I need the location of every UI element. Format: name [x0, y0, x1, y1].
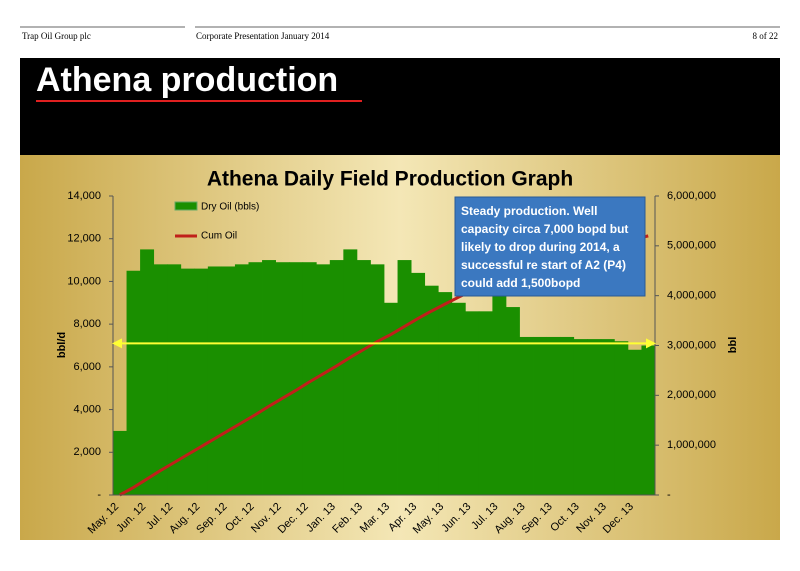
bar — [478, 311, 493, 495]
bar — [627, 349, 642, 495]
bar — [641, 345, 656, 495]
bar — [329, 260, 344, 495]
bar — [424, 285, 439, 495]
annotation-text: capacity circa 7,000 bopd but — [461, 222, 628, 236]
bar — [587, 339, 602, 495]
y-tick-label: 8,000 — [73, 318, 101, 330]
y2-tick-label: 5,000,000 — [667, 240, 716, 252]
bar — [194, 268, 209, 495]
annotation-text: successful re start of A2 (P4) — [461, 258, 626, 272]
bar — [384, 302, 398, 495]
bar — [356, 260, 371, 495]
annotation-box — [454, 196, 646, 297]
bar — [614, 341, 629, 495]
bar — [180, 268, 195, 495]
bar — [343, 249, 358, 495]
legend-label: Dry Oil (bbls) — [201, 202, 259, 213]
bar — [153, 264, 168, 495]
y2-tick-label: 3,000,000 — [667, 339, 716, 351]
bar — [438, 292, 453, 495]
bar — [248, 262, 263, 495]
bar — [533, 336, 547, 495]
annotation-text: could add 1,500bopd — [461, 276, 580, 290]
header-company: Trap Oil Group plc — [22, 31, 91, 41]
header-presentation: Corporate Presentation January 2014 — [196, 31, 330, 41]
bar — [573, 339, 588, 495]
bar — [140, 249, 155, 495]
legend-swatch — [174, 201, 198, 211]
bar — [126, 270, 141, 495]
bar — [262, 260, 276, 495]
bar — [505, 307, 520, 495]
annotation-text: Steady production. Well — [461, 204, 597, 218]
y-axis-label: bbl/d — [56, 332, 68, 358]
bar — [560, 336, 575, 495]
bar — [397, 260, 412, 495]
bar — [113, 430, 127, 495]
bar — [302, 262, 317, 495]
y2-tick-label: 4,000,000 — [667, 290, 716, 302]
y-tick-label: - — [97, 489, 101, 501]
bar — [370, 264, 385, 495]
slide-title: Athena production — [36, 61, 338, 99]
header-page: 8 of 22 — [753, 31, 779, 41]
bar — [167, 264, 182, 495]
chart-title: Athena Daily Field Production Graph — [207, 168, 573, 191]
bar — [451, 302, 466, 495]
y-tick-label: 4,000 — [73, 403, 101, 415]
bar — [316, 264, 331, 495]
y-tick-label: 14,000 — [67, 190, 101, 202]
bar — [411, 272, 426, 495]
y-tick-label: 12,000 — [67, 233, 101, 245]
y-tick-label: 2,000 — [73, 446, 101, 458]
bar — [221, 266, 236, 495]
bar — [275, 262, 290, 495]
y2-axis-label: bbl — [727, 337, 739, 354]
y2-tick-label: 6,000,000 — [667, 190, 716, 202]
bar — [519, 336, 534, 495]
title-band — [20, 58, 780, 155]
bar — [600, 339, 615, 495]
y-tick-label: 10,000 — [67, 275, 101, 287]
bar — [546, 336, 561, 495]
bar — [207, 266, 222, 495]
y-tick-label: 6,000 — [73, 361, 101, 373]
y2-tick-label: - — [667, 489, 671, 501]
plot: - 2,000 4,000 6,000 8,000 10,000 12,000 14,000 -… — [67, 190, 716, 536]
y2-tick-label: 1,000,000 — [667, 439, 716, 451]
bar — [492, 294, 507, 495]
legend-label: Cum Oil — [201, 231, 237, 242]
y2-tick-label: 2,000,000 — [667, 389, 716, 401]
annotation-text: likely to drop during 2014, a — [461, 240, 620, 254]
bar — [289, 262, 304, 495]
bar — [465, 311, 480, 495]
bar — [234, 264, 249, 495]
